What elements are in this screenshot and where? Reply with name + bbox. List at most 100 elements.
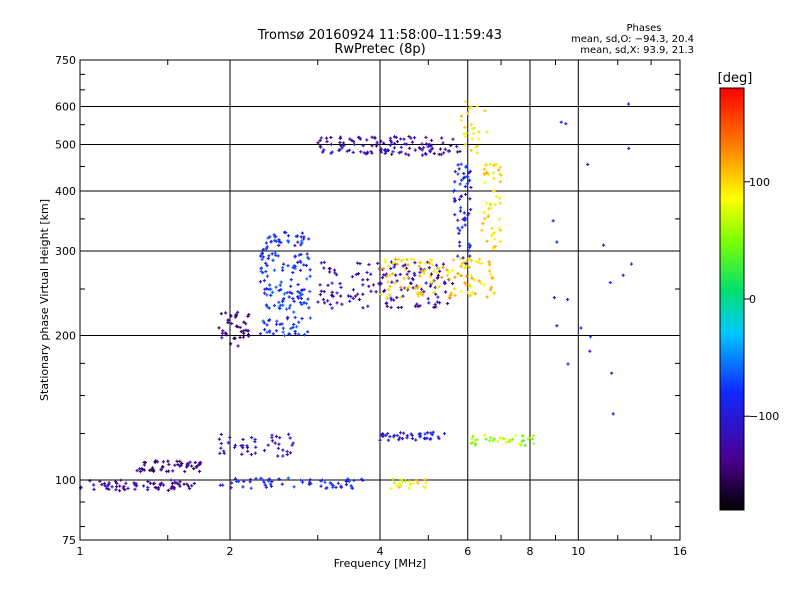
data-point (485, 201, 489, 205)
data-point (458, 257, 462, 261)
data-point (407, 486, 411, 490)
data-point (390, 280, 394, 284)
data-point (379, 292, 383, 296)
data-point (489, 436, 493, 440)
data-point (452, 197, 457, 201)
data-point (274, 322, 279, 326)
data-point (487, 172, 491, 176)
data-point (361, 306, 365, 310)
data-point (246, 449, 250, 453)
data-point (463, 134, 467, 139)
data-point (383, 151, 387, 156)
data-point (182, 482, 186, 486)
data-point (345, 149, 349, 153)
data-point (178, 484, 182, 488)
y-tick-label: 500 (55, 139, 76, 152)
data-point (399, 305, 404, 310)
data-point (385, 301, 389, 305)
data-point (228, 435, 232, 440)
data-point (336, 481, 340, 485)
data-point (392, 142, 397, 146)
data-point (469, 441, 473, 446)
data-point (519, 443, 523, 447)
data-point (338, 135, 343, 139)
data-point (171, 469, 175, 473)
data-point (248, 480, 252, 484)
data-point (148, 481, 153, 485)
data-point (269, 287, 273, 291)
data-point (340, 302, 344, 306)
data-point (374, 144, 379, 148)
data-point (441, 141, 445, 145)
data-point (469, 208, 473, 212)
data-point (299, 243, 303, 247)
data-point (399, 285, 403, 289)
data-point (289, 278, 293, 282)
data-point (430, 146, 434, 150)
data-point (392, 135, 397, 139)
data-point (334, 273, 339, 277)
data-point (395, 262, 399, 266)
data-point (396, 305, 400, 310)
data-point (481, 222, 485, 226)
data-point (379, 282, 383, 286)
data-point (135, 484, 139, 488)
data-point (265, 287, 269, 291)
data-point (468, 257, 472, 261)
data-point (219, 432, 223, 437)
data-point (456, 218, 460, 222)
data-point (462, 132, 466, 136)
data-point (185, 465, 189, 469)
data-point (105, 486, 109, 491)
data-point (254, 477, 258, 481)
data-point (588, 349, 592, 353)
data-point (267, 318, 271, 323)
data-point (498, 196, 502, 200)
data-point (298, 300, 303, 305)
data-point (487, 260, 491, 264)
data-point (347, 148, 352, 152)
data-point (453, 180, 457, 184)
data-point (468, 254, 472, 258)
data-point (322, 148, 326, 152)
data-point (385, 295, 389, 299)
data-point (471, 291, 475, 295)
data-point (467, 245, 472, 249)
data-point (277, 238, 281, 242)
data-point (308, 316, 312, 320)
data-point (236, 344, 240, 348)
data-point (186, 461, 190, 466)
data-point (494, 194, 498, 199)
data-point (465, 111, 470, 116)
y-tick-label: 75 (62, 534, 76, 547)
data-point (423, 432, 427, 436)
data-point (230, 481, 234, 485)
data-point (288, 436, 292, 440)
data-point (456, 271, 460, 276)
data-point (342, 144, 346, 148)
colorbar-tick-label: 100 (749, 176, 770, 189)
data-point (492, 437, 496, 441)
data-point (426, 431, 430, 435)
data-point (280, 482, 284, 486)
data-point (483, 181, 487, 185)
data-point (460, 225, 464, 229)
data-point (379, 139, 383, 143)
data-point (330, 281, 334, 285)
data-point (286, 264, 290, 268)
data-point (442, 151, 446, 155)
data-point (395, 279, 399, 283)
data-point (293, 266, 297, 270)
y-tick-label: 300 (55, 245, 76, 258)
data-point (463, 142, 467, 147)
data-point (463, 265, 467, 270)
data-point (440, 275, 444, 279)
data-point (115, 481, 119, 485)
data-point (268, 235, 272, 239)
data-point (297, 332, 301, 336)
data-point (270, 433, 274, 437)
data-point (391, 477, 395, 481)
data-point (306, 330, 310, 334)
x-tick-label: 16 (673, 545, 687, 558)
data-point (218, 451, 222, 455)
